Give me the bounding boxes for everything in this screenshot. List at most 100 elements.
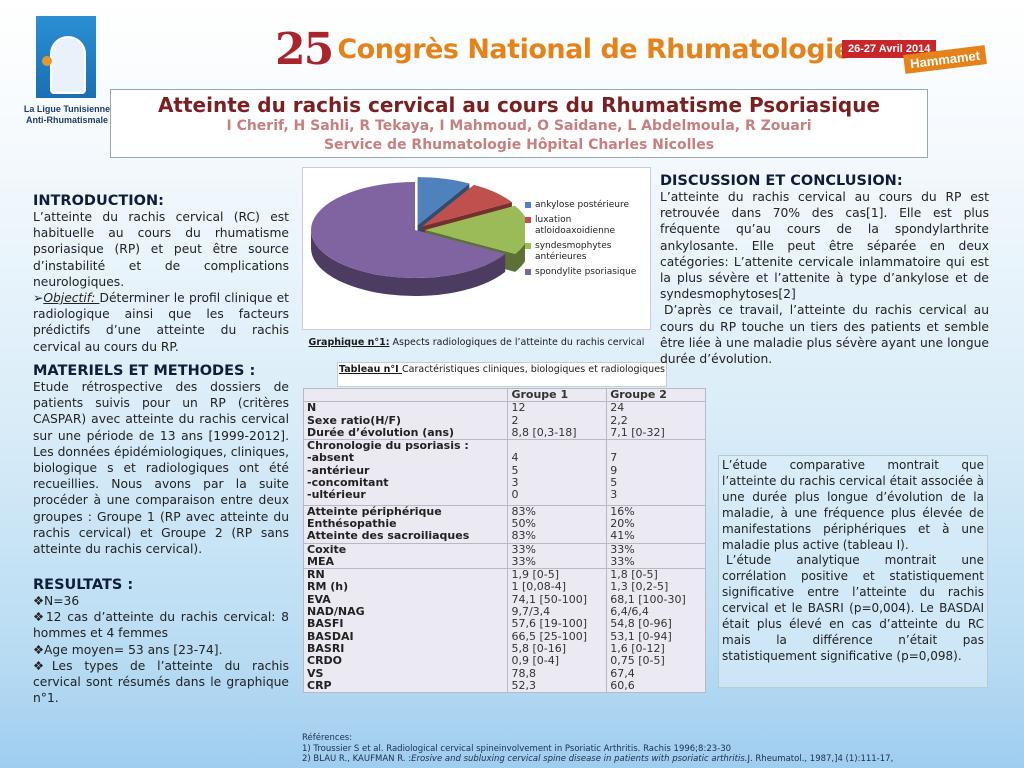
- ref2-rest: J. Rheumatol., 1987,]4 (1):111-17,: [747, 754, 894, 764]
- discussion-p1: L’atteinte du rachis cervical au cours d…: [660, 190, 989, 302]
- congress-name: Congrès National de Rhumatologie: [337, 34, 852, 65]
- characteristics-table: Groupe 1 Groupe 2 N 12 24 Sexe ratio(H/F) 2 2,2…: [302, 387, 706, 694]
- label-cell: MEA: [302, 555, 509, 570]
- legend-item: luxation atloidoaxoidienne: [525, 215, 650, 237]
- label-cell: CRDO: [302, 654, 509, 668]
- label-cell: Atteinte périphérique: [302, 504, 509, 518]
- table-caption: Tableau n°I Caractéristiques cliniques, …: [337, 362, 667, 387]
- table-row: CRP 52,3 60,6: [302, 679, 706, 694]
- value-cell: 1,6 [0-12]: [606, 642, 706, 656]
- header-cell: Groupe 2: [606, 387, 706, 403]
- value-cell: 52,3: [507, 679, 608, 694]
- value-cell: 33%: [606, 555, 706, 570]
- title-box: Atteinte du rachis cervical au cours du …: [110, 89, 928, 158]
- label-cell: BASDAI: [302, 630, 509, 643]
- value-cell: 7: [606, 452, 706, 465]
- label-cell: RN: [302, 568, 509, 582]
- value-cell: 41%: [606, 530, 706, 544]
- value-cell: 9: [606, 464, 706, 478]
- result-item: ❖N=36: [33, 594, 80, 608]
- methods-heading: MATERIELS ET METHODES :: [33, 363, 256, 379]
- header-cell: Groupe 1: [507, 387, 608, 403]
- value-cell: 0,75 [0-5]: [606, 654, 706, 668]
- poster-title: Atteinte du rachis cervical au cours du …: [157, 93, 881, 117]
- authors: I Cherif, H Sahli, R Tekaya, I Mahmoud, …: [226, 118, 812, 134]
- value-cell: 60,6: [606, 679, 706, 694]
- ref2-title: Erosive and subluxing cervical spine dis…: [411, 754, 748, 764]
- value-cell: 7,1 [0-32]: [606, 426, 706, 441]
- value-cell: 66,5 [25-100]: [507, 630, 608, 643]
- logo-text: La Ligue Tunisienne Anti-Rhumatismale: [23, 104, 111, 125]
- value-cell: 9,7/3,4: [507, 605, 608, 619]
- value-cell: 1 [0,08-4]: [507, 581, 608, 594]
- comparative-p2: L’étude analytique montrait une corrélat…: [722, 553, 984, 663]
- affiliation: Service de Rhumatologie Hôpital Charles …: [323, 137, 715, 153]
- value-cell: [507, 439, 608, 453]
- chart-caption-label: Graphique n°1:: [308, 337, 390, 348]
- value-cell: 54,8 [0-96]: [606, 618, 706, 631]
- value-cell: 1,3 [0,2-5]: [606, 581, 706, 594]
- table-row: Coxite 33% 33%: [302, 542, 706, 556]
- value-cell: 3: [606, 489, 706, 506]
- references-heading: Références:: [302, 733, 353, 743]
- table-caption-text: Caractéristiques cliniques, biologiques …: [402, 364, 665, 375]
- discussion-p2: D’après ce travail, l’atteinte du rachis…: [660, 303, 989, 367]
- label-cell: BASFI: [302, 618, 509, 631]
- value-cell: 2,2: [606, 414, 706, 427]
- pie-slice-2: [422, 184, 512, 227]
- value-cell: 1,8 [0-5]: [606, 568, 706, 582]
- table-row: BASFI 57,6 [19-100] 54,8 [0-96]: [302, 618, 706, 631]
- table-header-row: Groupe 1 Groupe 2: [302, 387, 706, 403]
- table-row: CRDO 0,9 [0-4] 0,75 [0-5]: [302, 654, 706, 668]
- value-cell: 33%: [507, 555, 608, 570]
- objective-label: Objectif:: [43, 291, 100, 306]
- result-item: ❖12 cas d’atteinte du rachis cervical: 8…: [33, 610, 289, 641]
- legend-swatch: [525, 217, 531, 223]
- discussion-heading: DISCUSSION ET CONCLUSION:: [660, 173, 903, 189]
- table-row: Atteinte des sacroiliaques 83% 41%: [302, 530, 706, 544]
- intro-paragraph: L’atteinte du rachis cervical (RC) est h…: [33, 210, 289, 289]
- value-cell: 67,4: [606, 667, 706, 680]
- chart-caption-text: Aspects radiologiques de l’atteinte du r…: [389, 337, 645, 348]
- results-heading: RESULTATS :: [33, 577, 134, 593]
- label-cell: Sexe ratio(H/F): [302, 414, 509, 427]
- ref2-authors: 2) BLAU R., KAUFMAN R. :: [302, 754, 412, 764]
- value-cell: 12: [507, 401, 608, 415]
- methods-text: Etude rétrospective des dossiers de pati…: [33, 380, 289, 557]
- value-cell: 3: [507, 476, 608, 490]
- league-logo: [36, 16, 96, 98]
- value-cell: 5: [606, 476, 706, 490]
- value-cell: 68,1 [100-30]: [606, 593, 706, 607]
- table-row: -antérieur 5 9: [302, 464, 706, 478]
- value-cell: [606, 439, 706, 453]
- pie-svg: [311, 177, 529, 297]
- label-cell: N: [302, 401, 509, 415]
- table-row: Chronologie du psoriasis :: [302, 439, 706, 453]
- label-cell: Coxite: [302, 542, 509, 556]
- legend-label: syndesmophytes antérieures: [535, 241, 612, 262]
- value-cell: 24: [606, 401, 706, 415]
- label-cell: -concomitant: [302, 476, 509, 490]
- table-row: VS 78,8 67,4: [302, 667, 706, 680]
- label-cell: RM (h): [302, 581, 509, 594]
- label-cell: -ultérieur: [302, 489, 509, 506]
- pie-chart: ankylose postérieure luxation atloidoaxoi…: [302, 167, 651, 330]
- introduction-text: L’atteinte du rachis cervical (RC) est h…: [33, 210, 289, 354]
- introduction-heading: INTRODUCTION:: [33, 193, 164, 209]
- table-row: Durée d’évolution (ans) 8,8 [0,3-18] 7,1 […: [302, 426, 706, 441]
- results-section: RESULTATS : ❖N=36 ❖12 cas d’atteinte du r…: [33, 577, 289, 706]
- table-row: -ultérieur 0 3: [302, 489, 706, 506]
- reference-2: 2) BLAU R., KAUFMAN R. :Erosive and subl…: [302, 754, 1002, 765]
- value-cell: 33%: [606, 542, 706, 556]
- table-row: NAD/NAG 9,7/3,4 6,4/6,4: [302, 605, 706, 619]
- table-row: BASDAI 66,5 [25-100] 53,1 [0-94]: [302, 630, 706, 643]
- legend-item: syndesmophytes antérieures: [525, 241, 650, 263]
- label-cell: Durée d’évolution (ans): [302, 426, 509, 441]
- comparative-p1: L’étude comparative montrait que l’attei…: [722, 458, 984, 552]
- introduction-section: INTRODUCTION: L’atteinte du rachis cervi…: [33, 193, 289, 355]
- label-cell: Chronologie du psoriasis :: [302, 439, 509, 453]
- results-list: ❖N=36 ❖12 cas d’atteinte du rachis cervic…: [33, 593, 289, 706]
- legend-swatch: [525, 202, 531, 208]
- legend-label: ankylose postérieure: [535, 200, 629, 210]
- label-cell: -absent: [302, 452, 509, 465]
